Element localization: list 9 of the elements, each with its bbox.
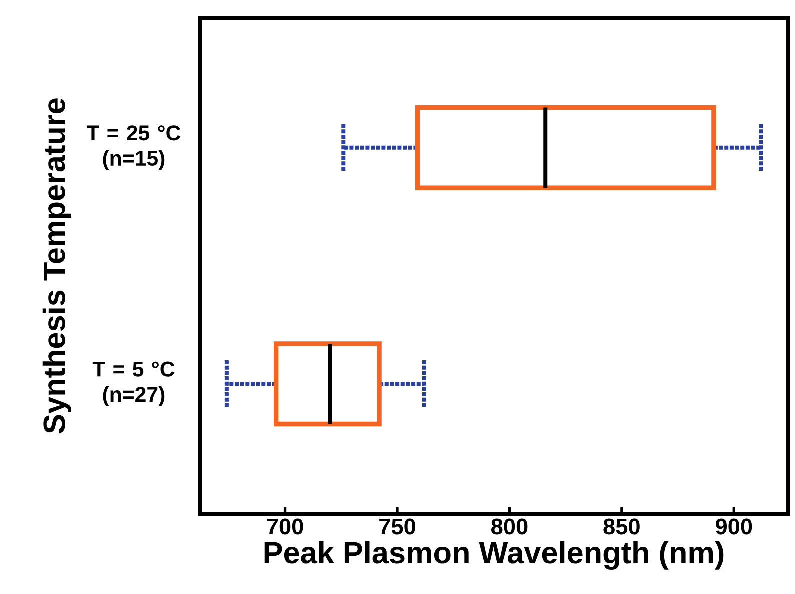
x-tick-label: 750 [380,518,416,535]
x-tick-label: 900 [716,518,752,535]
x-tick-label: 700 [267,518,304,535]
y-axis-title: Synthesis Temperature [42,98,72,434]
x-axis-title: Peak Plasmon Wavelength (nm) [264,541,724,570]
y-tick-label: T = 25 °C (n=15) [86,126,181,170]
x-tick-label: 800 [492,518,528,535]
x-tick-label: 850 [604,518,640,535]
y-tick-label: T = 5 °C (n=27) [92,362,175,406]
